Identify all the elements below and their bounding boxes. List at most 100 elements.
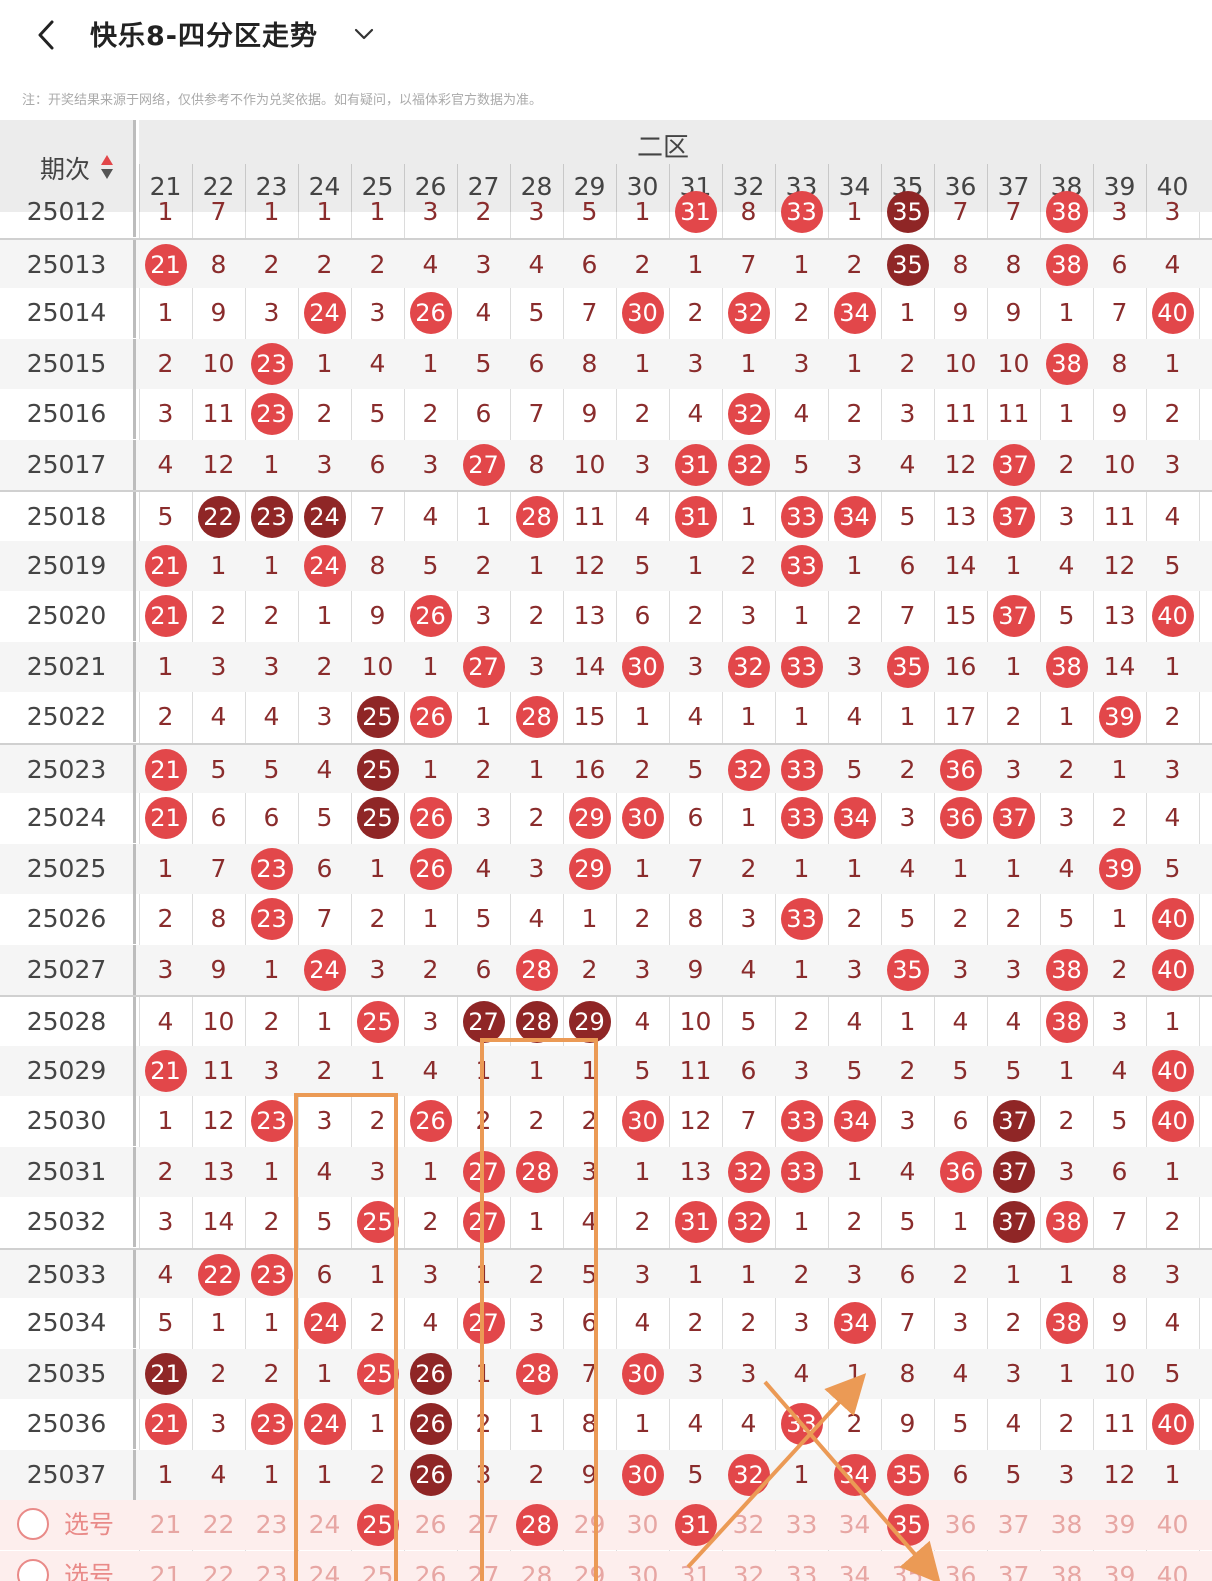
select-number[interactable]: 33 bbox=[785, 1560, 818, 1581]
miss-count: 5 bbox=[157, 502, 174, 531]
miss-count: 15 bbox=[944, 601, 977, 630]
select-number[interactable]: 30 bbox=[626, 1510, 659, 1539]
miss-count: 3 bbox=[1058, 803, 1075, 832]
select-number[interactable]: 25 bbox=[361, 1560, 394, 1581]
miss-count: 1 bbox=[793, 853, 810, 883]
miss-count: 4 bbox=[369, 348, 386, 378]
select-number[interactable]: 21 bbox=[149, 1510, 182, 1539]
miss-count: 5 bbox=[528, 298, 545, 327]
select-number[interactable]: 31 bbox=[679, 1560, 712, 1581]
miss-count: 3 bbox=[899, 399, 916, 428]
miss-count: 8 bbox=[1111, 1259, 1128, 1289]
miss-count: 4 bbox=[1164, 1308, 1181, 1337]
drawn-number-ball: 24 bbox=[303, 496, 346, 538]
miss-count: 2 bbox=[846, 1207, 863, 1236]
number-header-28: 28 bbox=[520, 172, 553, 201]
select-number[interactable]: 35 bbox=[891, 1560, 924, 1581]
select-number[interactable]: 27 bbox=[467, 1560, 500, 1581]
miss-count: 1 bbox=[846, 853, 863, 883]
miss-count: 2 bbox=[1005, 904, 1022, 933]
drawn-number-ball: 26 bbox=[409, 1453, 452, 1496]
table-row: 25030 1 12 23 3 2 26 2 2 2 30 12 7 33 34 3 6 37 2 5 40 bbox=[0, 1096, 1212, 1146]
select-row: 选号 21 22 23 24 25 26 27 28 29 30 31 32 33 34 35 36 37 38 39… bbox=[0, 1500, 1212, 1550]
select-radio[interactable] bbox=[17, 1508, 49, 1540]
select-number[interactable]: 34 bbox=[838, 1560, 871, 1581]
select-number[interactable]: 23 bbox=[255, 1560, 288, 1581]
select-number[interactable]: 32 bbox=[732, 1510, 765, 1539]
drawn-number-ball: 22 bbox=[197, 496, 240, 538]
select-number[interactable]: 26 bbox=[414, 1560, 447, 1581]
back-arrow-icon[interactable] bbox=[30, 18, 64, 52]
select-number[interactable]: 40 bbox=[1156, 1560, 1189, 1581]
select-number[interactable]: 26 bbox=[414, 1510, 447, 1539]
select-number[interactable]: 22 bbox=[202, 1560, 235, 1581]
miss-count: 5 bbox=[1005, 1459, 1022, 1489]
miss-count: 1 bbox=[846, 197, 863, 226]
miss-count: 2 bbox=[475, 1409, 492, 1438]
select-number[interactable]: 38 bbox=[1050, 1510, 1083, 1539]
miss-count: 2 bbox=[846, 249, 863, 279]
select-number[interactable]: 29 bbox=[573, 1510, 606, 1539]
select-number[interactable]: 21 bbox=[149, 1560, 182, 1581]
chevron-down-icon[interactable] bbox=[352, 24, 376, 44]
miss-count: 3 bbox=[475, 803, 492, 832]
miss-count: 4 bbox=[422, 1055, 439, 1085]
select-number[interactable]: 29 bbox=[573, 1560, 606, 1581]
miss-count: 11 bbox=[997, 399, 1030, 428]
select-number[interactable]: 39 bbox=[1103, 1560, 1136, 1581]
grid-line bbox=[457, 212, 458, 1581]
select-number[interactable]: 28 bbox=[520, 1560, 553, 1581]
select-number[interactable]: 32 bbox=[732, 1560, 765, 1581]
select-number[interactable]: 27 bbox=[467, 1510, 500, 1539]
drawn-number-ball: 33 bbox=[780, 1403, 823, 1445]
miss-count: 3 bbox=[1111, 1007, 1128, 1036]
miss-count: 1 bbox=[581, 1055, 598, 1085]
select-number[interactable]: 36 bbox=[944, 1510, 977, 1539]
select-number[interactable]: 39 bbox=[1103, 1510, 1136, 1539]
picked-number-ball[interactable]: 28 bbox=[515, 1504, 558, 1546]
drawn-number-ball: 32 bbox=[727, 1150, 770, 1193]
miss-count: 6 bbox=[528, 348, 545, 378]
miss-count: 1 bbox=[793, 702, 810, 731]
header-divider bbox=[987, 164, 988, 212]
miss-count: 3 bbox=[899, 803, 916, 832]
sort-icon[interactable] bbox=[100, 154, 114, 180]
select-radio[interactable] bbox=[17, 1558, 49, 1581]
grid-line bbox=[351, 212, 352, 1581]
select-number[interactable]: 33 bbox=[785, 1510, 818, 1539]
period-column-header[interactable]: 期次 bbox=[0, 120, 136, 212]
miss-count: 6 bbox=[740, 1055, 757, 1085]
drawn-number-ball: 37 bbox=[992, 595, 1035, 637]
drawn-number-ball: 26 bbox=[409, 1100, 452, 1142]
miss-count: 2 bbox=[263, 1358, 280, 1388]
miss-count: 2 bbox=[899, 1055, 916, 1085]
miss-count: 2 bbox=[422, 399, 439, 428]
select-number[interactable]: 36 bbox=[944, 1560, 977, 1581]
picked-number-ball[interactable]: 35 bbox=[886, 1504, 929, 1546]
drawn-number-ball: 38 bbox=[1045, 645, 1088, 688]
select-number[interactable]: 24 bbox=[308, 1510, 341, 1539]
miss-count: 1 bbox=[210, 550, 227, 580]
miss-count: 4 bbox=[1164, 249, 1181, 279]
miss-count: 2 bbox=[157, 348, 174, 378]
picked-number-ball[interactable]: 25 bbox=[356, 1504, 399, 1546]
select-number[interactable]: 37 bbox=[997, 1510, 1030, 1539]
miss-count: 9 bbox=[1005, 298, 1022, 327]
miss-count: 8 bbox=[581, 1409, 598, 1438]
select-number[interactable]: 22 bbox=[202, 1510, 235, 1539]
select-number[interactable]: 37 bbox=[997, 1560, 1030, 1581]
miss-count: 3 bbox=[316, 702, 333, 731]
select-number[interactable]: 34 bbox=[838, 1510, 871, 1539]
miss-count: 1 bbox=[1058, 702, 1075, 731]
select-number[interactable]: 23 bbox=[255, 1510, 288, 1539]
drawn-number-ball: 23 bbox=[250, 393, 293, 435]
picked-number-ball[interactable]: 31 bbox=[674, 1504, 717, 1546]
miss-count: 10 bbox=[361, 651, 394, 681]
select-number[interactable]: 40 bbox=[1156, 1510, 1189, 1539]
table-row: 25016 3 11 23 2 5 2 6 7 9 2 4 32 4 2 3 11 11 1 9 2 bbox=[0, 389, 1212, 439]
table-row: 25018 5 22 23 24 7 4 1 28 11 4 31 1 33 34 5 13 37 3 11 4 bbox=[0, 490, 1212, 542]
select-number[interactable]: 24 bbox=[308, 1560, 341, 1581]
select-number[interactable]: 30 bbox=[626, 1560, 659, 1581]
select-number[interactable]: 38 bbox=[1050, 1560, 1083, 1581]
miss-count: 1 bbox=[634, 853, 651, 883]
